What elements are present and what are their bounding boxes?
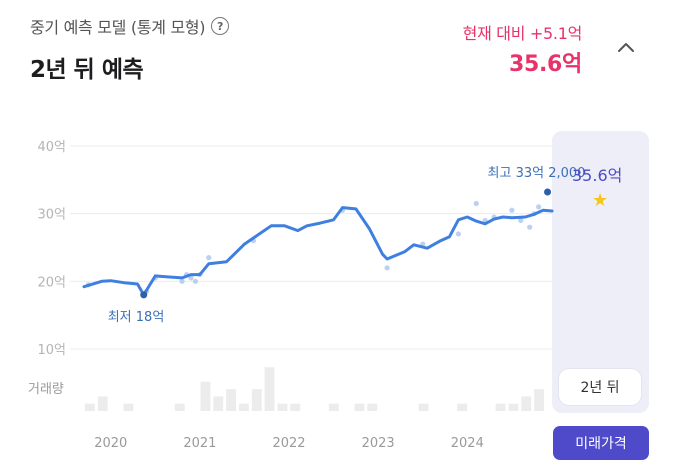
volume-bar [508, 403, 519, 411]
y-tick-label: 10억 [37, 343, 66, 358]
y-tick-label: 40억 [37, 140, 66, 155]
volume-bar [354, 403, 365, 411]
x-tick-label: 2024 [451, 436, 484, 451]
y-tick-label: 20억 [37, 275, 66, 290]
transaction-dot [179, 278, 185, 284]
delta-text: 현재 대비 +5.1억 [462, 24, 583, 43]
volume-bar [534, 389, 544, 411]
prediction-label: 35.6억 [572, 166, 622, 185]
x-tick-label: 2023 [362, 436, 395, 451]
transaction-dot [455, 231, 461, 237]
volume-bar [97, 396, 108, 411]
transaction-dot [384, 265, 390, 271]
transaction-dot [509, 207, 515, 213]
price-line [82, 206, 554, 297]
volume-bar [174, 403, 185, 411]
volume-bar [418, 403, 429, 411]
high-annotation: 최고 33억 2,000 [488, 166, 586, 181]
transaction-dot [518, 217, 524, 224]
volume-bar [457, 403, 467, 411]
volume-bar [226, 389, 236, 411]
volume-bar [123, 403, 134, 411]
model-subtitle: 중기 예측 모델 (통계 모형) [30, 18, 206, 37]
volume-bar [85, 403, 95, 411]
transaction-dot [527, 224, 533, 230]
volume-bar [264, 367, 275, 411]
y-tick-label: 30억 [37, 208, 66, 223]
volume-bar [200, 381, 211, 411]
transaction-dot [473, 200, 479, 207]
chevron-up-icon[interactable] [614, 36, 638, 60]
transaction-dot [536, 204, 542, 210]
volume-bar [213, 396, 224, 411]
x-tick-label: 2022 [272, 436, 305, 451]
x-tick-label: 2021 [183, 436, 216, 451]
low-annotation: 최저 18억 [108, 310, 165, 325]
star-icon: ★ [592, 190, 608, 211]
volume-label: 거래량 [28, 382, 64, 397]
volume-bar [239, 403, 249, 411]
volume-bar [290, 403, 301, 411]
subtitle-row: 중기 예측 모델 (통계 모형) ? [30, 14, 230, 38]
transaction-dot [206, 255, 212, 261]
predicted-price: 35.6억 [508, 52, 582, 77]
volume-bar [328, 403, 339, 411]
future-prediction-band [552, 131, 649, 413]
x-tick-label: 2020 [94, 436, 127, 451]
high-point [544, 188, 552, 196]
volume-bar [277, 403, 288, 411]
volume-bar [495, 403, 506, 411]
future-period-pill[interactable]: 2년 뒤 [559, 369, 641, 405]
volume-bar [367, 403, 378, 411]
question-circle-icon[interactable]: ? [211, 17, 230, 35]
volume-bar [521, 396, 532, 411]
future-price-button[interactable]: 미래가격 [553, 426, 649, 460]
low-point [140, 291, 148, 299]
page-title: 2년 뒤 예측 [30, 57, 144, 83]
volume-bar [251, 389, 262, 411]
transaction-dot [192, 278, 199, 284]
